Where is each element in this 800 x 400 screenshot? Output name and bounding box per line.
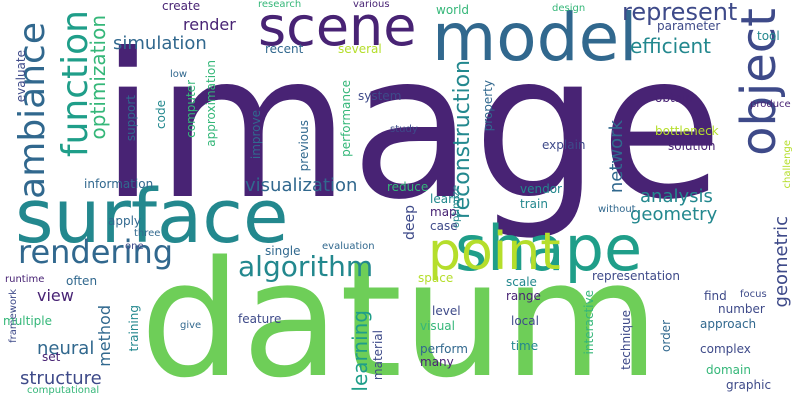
- word-produce: produce: [750, 99, 791, 110]
- word-structure: structure: [20, 368, 102, 389]
- word-number: number: [718, 302, 765, 316]
- word-apply: apply: [108, 214, 142, 228]
- word-solution: solution: [668, 139, 716, 153]
- word-point: point: [428, 222, 561, 282]
- word-efficient: efficient: [630, 34, 712, 58]
- word-shape: shape: [455, 212, 643, 285]
- word-rendering: rendering: [18, 233, 174, 271]
- word-analysis: analysis: [640, 186, 713, 207]
- word-visualization: visualization: [245, 175, 358, 196]
- word-technique: technique: [619, 310, 633, 370]
- word-model: model: [432, 0, 638, 76]
- word-scale: scale: [506, 275, 537, 289]
- word-local: local: [511, 314, 539, 328]
- word-level: level: [432, 304, 461, 318]
- word-information: information: [84, 177, 154, 191]
- word-computational: computational: [27, 385, 100, 396]
- word-deep: deep: [402, 205, 418, 240]
- word-give: give: [180, 320, 202, 331]
- word-runtime: runtime: [5, 274, 45, 285]
- word-vendor: vendor: [520, 182, 562, 196]
- word-performance: performance: [339, 80, 353, 157]
- word-space: space: [418, 271, 454, 285]
- word-geometry: geometry: [630, 204, 718, 225]
- word-domain: domain: [706, 363, 751, 377]
- word-view: view: [37, 286, 74, 305]
- word-geometric: geometric: [771, 216, 792, 308]
- word-focus: focus: [740, 289, 767, 300]
- word-ambiance: ambiance: [12, 22, 53, 199]
- word-multiple: multiple: [3, 314, 53, 328]
- word-various: various: [353, 0, 390, 10]
- word-research: research: [258, 0, 302, 10]
- word-many: many: [420, 355, 454, 369]
- word-learn: learn: [430, 192, 461, 206]
- word-train: train: [520, 197, 548, 211]
- word-image: image: [100, 11, 723, 244]
- word-render: render: [183, 15, 236, 34]
- word-explain: explain: [542, 138, 586, 152]
- word-support: support: [124, 95, 138, 142]
- word-system: system: [358, 89, 402, 103]
- word-time: time: [511, 339, 539, 353]
- word-study: study: [390, 124, 418, 135]
- word-evaluate: evaluate: [14, 50, 28, 103]
- word-computer: computer: [184, 80, 198, 138]
- word-without: without: [598, 204, 636, 215]
- word-parameter: parameter: [657, 19, 721, 33]
- word-scene: scene: [258, 0, 417, 58]
- word-bottleneck: bottleneck: [655, 124, 719, 138]
- word-improve: improve: [249, 110, 263, 160]
- word-world: world: [436, 3, 470, 17]
- word-tool: tool: [757, 29, 780, 43]
- word-graphic: graphic: [726, 378, 772, 392]
- word-low: low: [170, 69, 188, 80]
- word-network: network: [606, 120, 627, 194]
- word-previous: previous: [297, 120, 311, 172]
- word-interactive: interactive: [582, 290, 596, 355]
- word-evaluation: evaluation: [322, 241, 375, 252]
- word-obtain: obtain: [655, 91, 693, 105]
- word-datum: datum: [140, 226, 660, 400]
- word-visual: visual: [420, 319, 455, 333]
- word-several: several: [338, 42, 382, 56]
- word-often: often: [66, 274, 98, 288]
- word-method: method: [95, 305, 114, 367]
- word-optimization: optimization: [86, 15, 110, 140]
- word-three: three: [134, 228, 161, 239]
- word-learning: learning: [348, 310, 372, 392]
- word-approximation: approximation: [204, 60, 218, 147]
- word-one: one: [125, 241, 144, 252]
- word-approach: approach: [700, 317, 757, 331]
- word-training: training: [127, 305, 141, 352]
- word-set: set: [42, 350, 61, 364]
- word-order: order: [659, 320, 673, 352]
- word-perform: perform: [420, 342, 468, 356]
- word-complex: complex: [700, 342, 751, 356]
- word-surface: surface: [15, 174, 289, 260]
- word-single: single: [265, 244, 301, 258]
- word-reduce: reduce: [387, 180, 429, 194]
- word-property: property: [481, 80, 495, 132]
- word-challenge: challenge: [782, 140, 793, 189]
- word-simulation: simulation: [113, 33, 207, 54]
- word-design: design: [552, 3, 586, 14]
- word-algorithm: algorithm: [238, 250, 374, 283]
- word-code: code: [154, 100, 168, 129]
- word-represent: represent: [622, 0, 738, 26]
- word-material: material: [371, 330, 385, 381]
- word-find: find: [704, 289, 727, 303]
- word-feature: feature: [238, 312, 282, 326]
- word-map: map: [430, 205, 457, 219]
- word-recent: recent: [265, 42, 304, 56]
- word-case: case: [430, 219, 458, 233]
- word-representation: representation: [592, 269, 681, 283]
- word-neural: neural: [37, 338, 95, 359]
- word-range: range: [506, 289, 541, 303]
- word-create: create: [162, 0, 201, 13]
